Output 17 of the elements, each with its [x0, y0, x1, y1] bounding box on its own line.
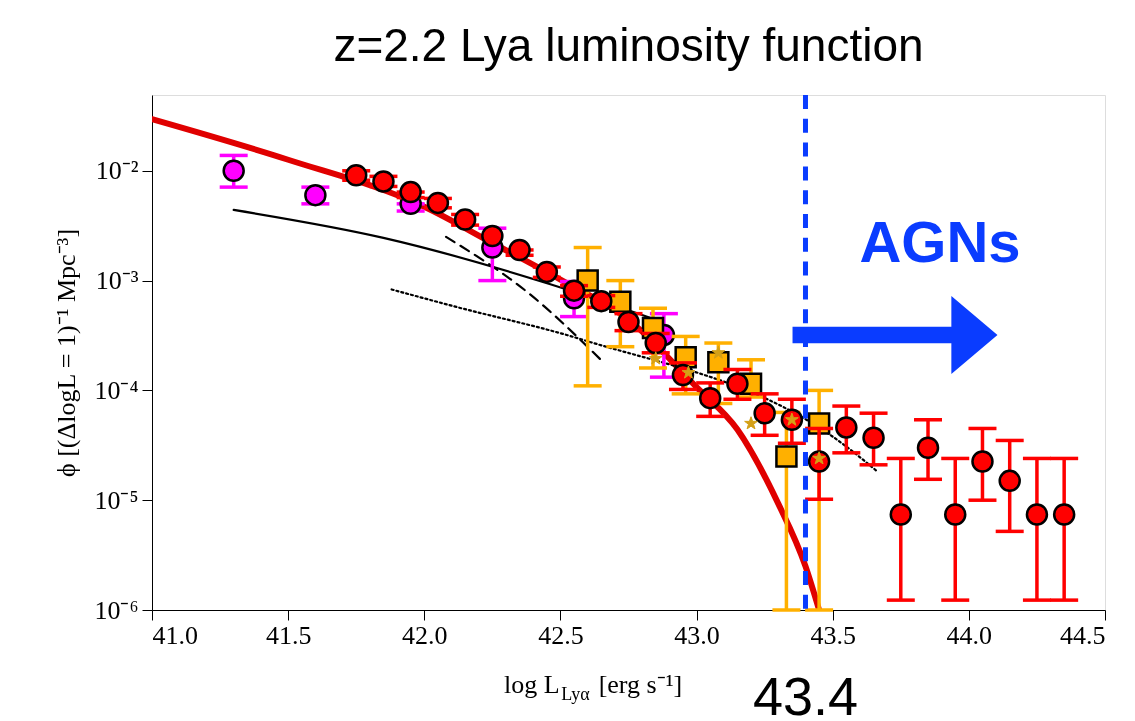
- x-tick-label: 44.0: [946, 620, 993, 650]
- y-tick-label: 10⁻⁶: [94, 595, 139, 625]
- y-axis-title: ϕ [(ΔlogL = 1)⁻¹ Mpc⁻³]: [52, 228, 82, 478]
- ref-line-label: 43.4: [752, 666, 859, 721]
- y-tick-label: 10⁻²: [95, 156, 139, 186]
- x-tick-label: 43.0: [674, 620, 720, 650]
- y-tick-label: 10⁻⁴: [94, 375, 139, 405]
- x-tick-label: 44.5: [1060, 620, 1106, 650]
- y-tick-label: 10⁻⁵: [94, 485, 139, 515]
- chart-title: z=2.2 Lya luminosity function: [333, 18, 924, 71]
- y-tick-label: 10⁻³: [95, 266, 139, 296]
- x-tick-label: 42.5: [538, 620, 584, 650]
- x-tick-label: 42.0: [402, 620, 448, 650]
- x-tick-label: 41.5: [265, 620, 312, 650]
- x-tick-label: 43.5: [810, 620, 856, 650]
- x-tick-label: 41.0: [152, 620, 198, 650]
- annotation: AGNs: [859, 209, 1021, 274]
